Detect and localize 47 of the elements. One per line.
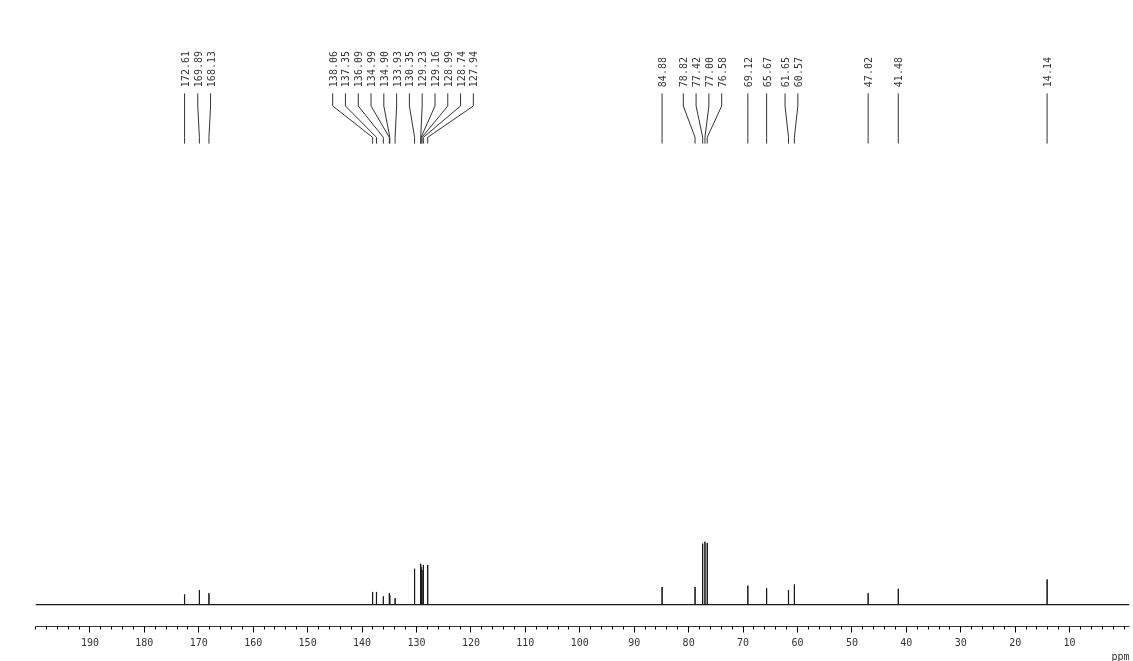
annotation: 133.93 bbox=[391, 51, 403, 88]
annotation: 77.42 bbox=[691, 57, 703, 88]
annotation: 77.00 bbox=[703, 57, 715, 88]
x-tick-label: 110 bbox=[516, 636, 535, 648]
x-tick-label: 10 bbox=[1063, 636, 1076, 648]
annotation: 136.09 bbox=[353, 51, 365, 88]
annotation: 129.16 bbox=[429, 51, 441, 88]
annotation: 69.12 bbox=[742, 57, 754, 88]
x-tick-label: 120 bbox=[461, 636, 480, 648]
annotation: 127.94 bbox=[468, 51, 480, 88]
annotation: 134.99 bbox=[366, 51, 378, 88]
x-tick-label: 140 bbox=[353, 636, 372, 648]
annotation: 128.99 bbox=[442, 51, 454, 88]
annotation: 76.58 bbox=[716, 57, 728, 88]
x-tick-label: 180 bbox=[135, 636, 154, 648]
annotation: 129.23 bbox=[417, 51, 429, 88]
annotation: 168.13 bbox=[205, 51, 217, 88]
x-tick-label: 100 bbox=[570, 636, 589, 648]
x-tick-label: 70 bbox=[737, 636, 750, 648]
x-tick-label: 130 bbox=[407, 636, 426, 648]
annotation: 128.74 bbox=[455, 51, 467, 88]
annotation: 47.02 bbox=[863, 57, 875, 88]
annotation: 14.14 bbox=[1042, 57, 1054, 88]
annotation: 169.89 bbox=[192, 51, 204, 88]
x-tick-label: 50 bbox=[845, 636, 858, 648]
annotation: 130.35 bbox=[404, 51, 416, 88]
x-tick-label: 160 bbox=[244, 636, 263, 648]
annotation: 65.67 bbox=[761, 57, 773, 88]
x-tick-label: 20 bbox=[1009, 636, 1022, 648]
annotation: 78.82 bbox=[678, 57, 690, 88]
annotation: 61.65 bbox=[780, 57, 792, 88]
annotation: 137.35 bbox=[340, 51, 352, 88]
x-axis-title: ppm bbox=[1111, 650, 1130, 661]
annotation: 138.06 bbox=[327, 51, 339, 88]
x-tick-label: 150 bbox=[298, 636, 317, 648]
annotation: 134.90 bbox=[378, 51, 390, 88]
x-tick-label: 90 bbox=[628, 636, 641, 648]
annotation: 84.88 bbox=[657, 57, 669, 88]
annotation: 41.48 bbox=[893, 57, 905, 88]
annotation: 60.57 bbox=[792, 57, 804, 88]
x-tick-label: 80 bbox=[682, 636, 695, 648]
x-tick-label: 60 bbox=[791, 636, 804, 648]
x-tick-label: 30 bbox=[954, 636, 967, 648]
annotation: 172.61 bbox=[179, 51, 191, 88]
x-tick-label: 40 bbox=[900, 636, 913, 648]
x-tick-label: 190 bbox=[80, 636, 99, 648]
x-tick-label: 170 bbox=[189, 636, 208, 648]
